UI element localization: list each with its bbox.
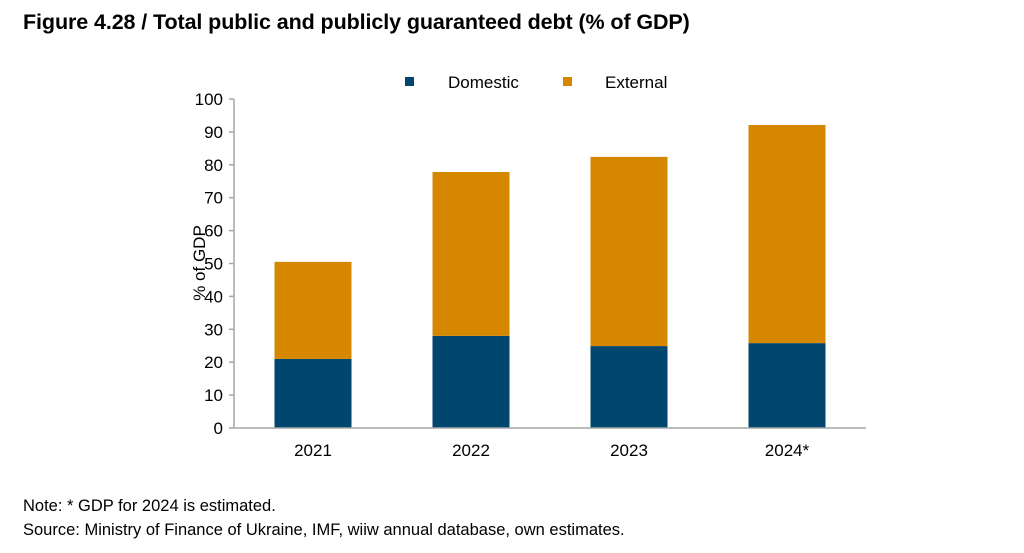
x-tick-label: 2024*: [765, 441, 810, 460]
y-axis-label: % of GDP: [190, 225, 209, 301]
legend-swatch-external: [563, 77, 572, 86]
bar-domestic-2024: [748, 343, 826, 428]
bar-external-2024: [748, 124, 826, 344]
bar-external-2023: [590, 156, 668, 347]
y-axis: 0 10 20 30 40 50 60 70 80 90 100: [195, 90, 235, 438]
y-tick-label: 60: [204, 222, 223, 241]
y-tick-label: 30: [204, 320, 223, 339]
y-tick-label: 90: [204, 123, 223, 142]
x-tick-label: 2021: [294, 441, 332, 460]
bar-domestic-2023: [590, 346, 668, 428]
y-tick-label: 10: [204, 386, 223, 405]
legend-label-domestic: Domestic: [448, 73, 519, 92]
x-tick-label: 2022: [452, 441, 490, 460]
legend-swatch-domestic: [405, 77, 414, 86]
note-text: Note: * GDP for 2024 is estimated.: [23, 497, 276, 515]
bar-domestic-2021: [274, 358, 352, 428]
y-tick-label: 0: [214, 419, 223, 438]
y-tick-label: 50: [204, 255, 223, 274]
y-tick-label: 40: [204, 287, 223, 306]
legend: Domestic External: [405, 73, 667, 92]
bar-external-2021: [274, 261, 352, 359]
bar-domestic-2022: [432, 335, 510, 428]
legend-label-external: External: [605, 73, 667, 92]
x-axis: 2021 2022 2023 2024*: [234, 427, 866, 460]
x-tick-label: 2023: [610, 441, 648, 460]
bar-external-2022: [432, 172, 510, 336]
source-text: Source: Ministry of Finance of Ukraine, …: [23, 521, 625, 539]
y-tick-label: 70: [204, 189, 223, 208]
y-tick-label: 100: [195, 90, 223, 109]
figure-title: Figure 4.28 / Total public and publicly …: [23, 10, 690, 34]
bars: [274, 124, 826, 428]
y-tick-label: 20: [204, 353, 223, 372]
y-tick-label: 80: [204, 156, 223, 175]
